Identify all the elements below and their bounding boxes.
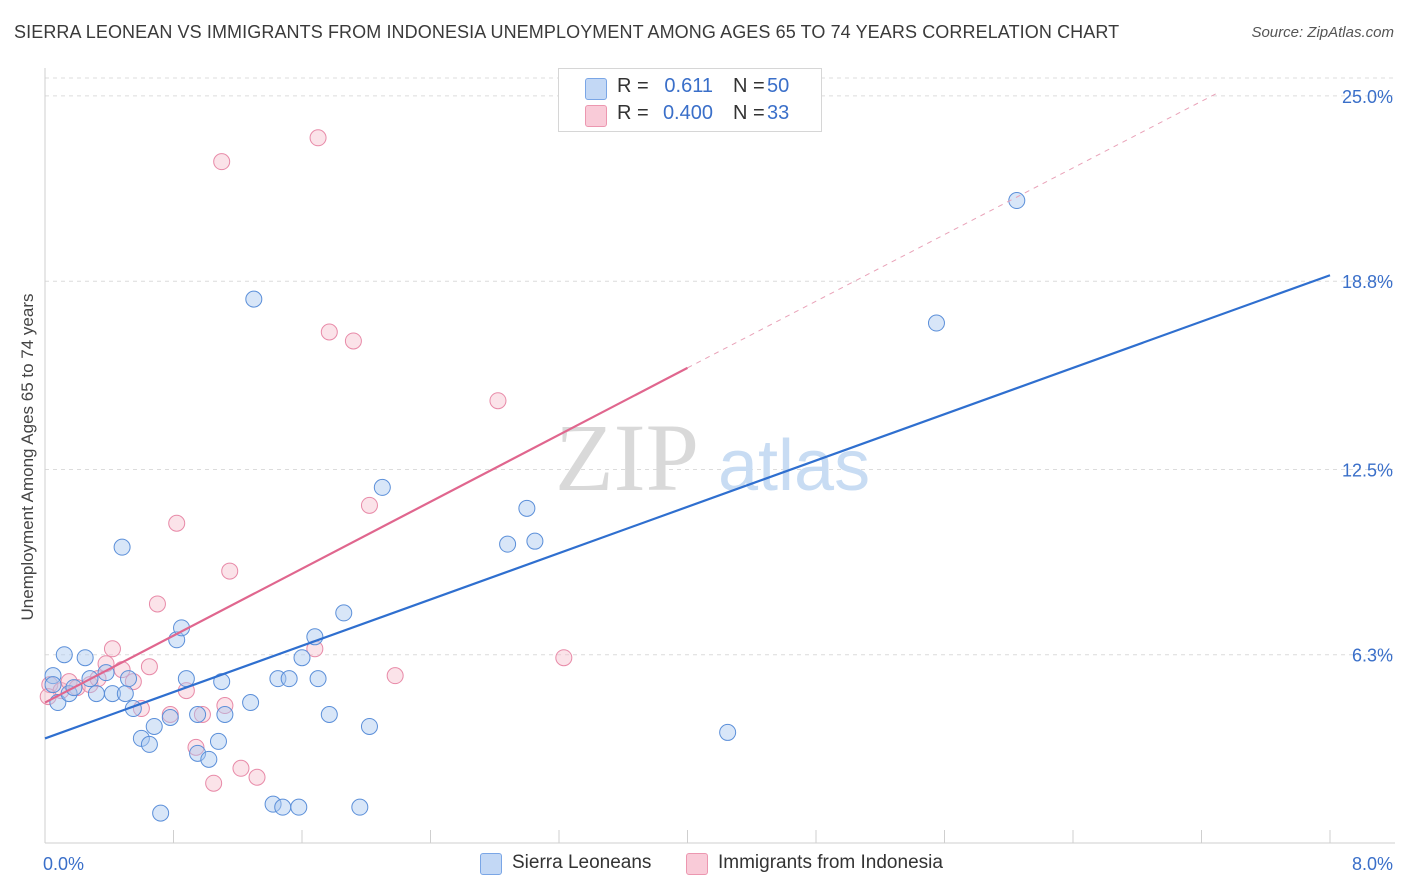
indonesia-point (148, 595, 166, 613)
legend-n-value: 50 (767, 75, 790, 97)
sierra-leonean-point (216, 706, 234, 724)
indonesia-point (140, 658, 158, 676)
bottom-legend-label: Sierra Leoneans (512, 852, 652, 873)
sierra-leonean-point (719, 723, 737, 741)
series-sierra-leoneans-points (44, 192, 1026, 822)
sierra-leonean-point (209, 732, 227, 750)
legend-swatch-pink (585, 105, 607, 127)
legend-row-immigrants-indonesia: R = 0.400 N = 33 (559, 102, 819, 128)
sierra-leonean-point (177, 670, 195, 688)
indonesia-point (360, 496, 378, 514)
sierra-leonean-point (526, 532, 544, 550)
bottom-legend-label: Immigrants from Indonesia (718, 852, 943, 873)
bottom-legend-swatch-pink (686, 853, 708, 875)
indonesia-trend-line (44, 366, 689, 704)
sierra-leonean-point (161, 708, 179, 726)
indonesia-point (193, 706, 211, 724)
legend-n-value: 33 (767, 102, 790, 124)
sierra-leonean-point (103, 685, 121, 703)
indonesia-point (168, 514, 186, 532)
sierra-leonean-point (373, 478, 391, 496)
indonesia-point (555, 649, 573, 667)
watermark: ZIP atlas (555, 404, 870, 511)
legend-r-label: R = (617, 102, 649, 124)
indonesia-point (221, 562, 239, 580)
gridlines (45, 77, 1395, 656)
indonesia-trend-extension (687, 92, 1218, 369)
legend-swatch-blue (585, 78, 607, 100)
sierra-leonean-point (264, 795, 282, 813)
x-tick-label-min: 0.0% (43, 854, 84, 874)
axes (44, 68, 1395, 844)
sierra-leonean-point (44, 676, 62, 694)
indonesia-point (124, 673, 142, 691)
watermark-zip: ZIP (555, 404, 699, 511)
sierra-leonean-point (87, 685, 105, 703)
source-label: Source: ZipAtlas.com (1251, 24, 1394, 41)
sierra-leonean-point (113, 538, 131, 556)
indonesia-point (344, 332, 362, 350)
sierra-leonean-point (309, 670, 327, 688)
sierra-leonean-point (499, 535, 517, 553)
sierra-leonean-point (1008, 192, 1026, 210)
indonesia-point (187, 738, 205, 756)
chart-title: SIERRA LEONEAN VS IMMIGRANTS FROM INDONE… (14, 22, 1120, 42)
sierra-leonean-point (927, 314, 945, 332)
sierra-leonean-point (152, 804, 170, 822)
y-tick-label: 18.8% (1342, 272, 1393, 292)
sierra-leonean-point (200, 750, 218, 768)
sierra-leonean-point (116, 685, 134, 703)
legend-n-label: N = (733, 102, 765, 124)
y-tick-label: 12.5% (1342, 460, 1393, 480)
tick-labels: 6.3% 12.5% 18.8% 25.0% 0.0% 8.0% (43, 87, 1393, 874)
x-tick-label-max: 8.0% (1352, 854, 1393, 874)
sierra-leonean-point (189, 706, 207, 724)
trend-lines (44, 92, 1331, 740)
indonesia-point (248, 768, 266, 786)
sierra-leonean-point (280, 670, 298, 688)
sierra-leonean-point (274, 798, 292, 816)
y-axis-label: Unemployment Among Ages 65 to 74 years (18, 293, 37, 621)
indonesia-point (205, 774, 223, 792)
sierra-leonean-point (320, 706, 338, 724)
sierra-leonean-point (351, 798, 369, 816)
y-tick-label: 25.0% (1342, 87, 1393, 107)
sierra-leonean-point (44, 667, 62, 685)
legend-r-value: 0.400 (662, 102, 713, 124)
indonesia-point (216, 697, 234, 715)
sierra-leonean-point (140, 735, 158, 753)
indonesia-point (320, 323, 338, 341)
sierra-leonean-point (518, 499, 536, 517)
legend-row-sierra-leoneans: R = 0.611 N = 50 (559, 75, 819, 101)
sierra-leonean-point (293, 649, 311, 667)
indonesia-point (309, 129, 327, 147)
indonesia-point (232, 759, 250, 777)
sierra-leonean-point (245, 290, 263, 308)
legend-n-label: N = (733, 75, 765, 97)
sierra-leonean-point (242, 694, 260, 712)
sierra-leonean-point (120, 670, 138, 688)
legend-r-label: R = (617, 75, 649, 97)
y-tick-label: 6.3% (1352, 646, 1393, 666)
watermark-atlas: atlas (718, 426, 870, 506)
legend-r-value: 0.611 (664, 75, 713, 97)
series-immigrants-indonesia-points (39, 129, 573, 792)
sierra-leonean-point (145, 717, 163, 735)
sierra-leonean-point (360, 717, 378, 735)
indonesia-point (213, 153, 231, 171)
sierra-leonean-point (55, 646, 73, 664)
bottom-legend-swatch-blue (480, 853, 502, 875)
indonesia-point (489, 392, 507, 410)
indonesia-point (103, 640, 121, 658)
sierra-leoneans-trend-line (44, 274, 1331, 740)
sierra-leonean-point (76, 649, 94, 667)
indonesia-point (386, 667, 404, 685)
correlation-legend: R = 0.611 N = 50 R = 0.400 N = 33 (558, 68, 822, 132)
sierra-leonean-point (290, 798, 308, 816)
sierra-leonean-point (335, 604, 353, 622)
sierra-leonean-point (189, 744, 207, 762)
